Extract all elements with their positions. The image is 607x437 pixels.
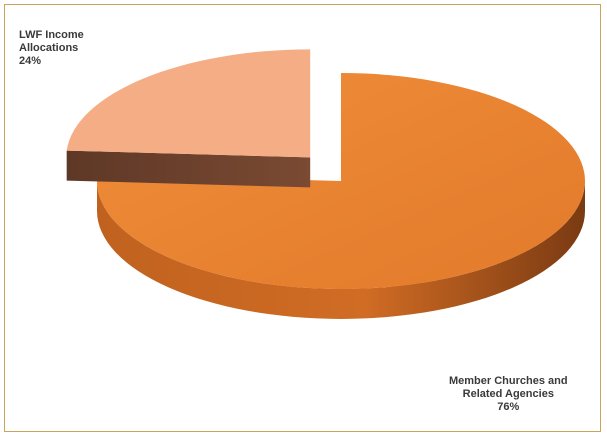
slice-side-member-churches — [97, 181, 585, 319]
slice-label-line: Member Churches and — [449, 375, 568, 387]
slice-label-line: LWF Income — [19, 29, 84, 41]
slice-label-lwf-income: LWF Income Allocations 24% — [19, 29, 84, 68]
slice-label-line: Allocations — [19, 42, 79, 54]
slice-member-churches — [97, 73, 585, 289]
slice-label-line: Related Agencies — [462, 388, 554, 400]
slice-value-label: 24% — [19, 55, 42, 67]
slice-value-label: 76% — [497, 401, 520, 413]
slice-label-member-churches: Member Churches and Related Agencies 76% — [449, 375, 568, 414]
slice-side-lwf-income — [66, 150, 311, 188]
pie-chart — [66, 49, 585, 319]
chart-frame: LWF Income Allocations 24% Member Church… — [4, 4, 601, 432]
slice-lwf-income — [66, 49, 311, 158]
